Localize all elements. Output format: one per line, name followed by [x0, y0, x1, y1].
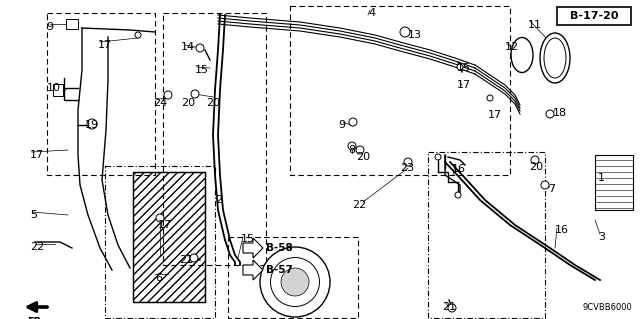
Text: B-17-20: B-17-20: [570, 11, 618, 21]
Text: 18: 18: [553, 108, 567, 118]
Bar: [163, 13, 266, 265]
Text: 7: 7: [548, 184, 555, 194]
FancyBboxPatch shape: [557, 7, 631, 25]
Text: 20: 20: [206, 98, 220, 108]
Ellipse shape: [540, 33, 570, 83]
Circle shape: [260, 247, 330, 317]
Text: 21: 21: [442, 302, 456, 312]
Text: 20: 20: [181, 98, 195, 108]
Polygon shape: [243, 260, 263, 280]
Circle shape: [457, 64, 463, 70]
Bar: [228, 237, 358, 318]
Text: 8: 8: [348, 145, 355, 155]
Text: 9: 9: [46, 22, 53, 32]
Text: 23: 23: [400, 163, 414, 173]
Text: 21: 21: [179, 255, 193, 265]
Polygon shape: [243, 238, 263, 258]
Circle shape: [281, 268, 309, 296]
Text: 17: 17: [457, 80, 471, 90]
Bar: [47, 13, 155, 175]
Text: 4: 4: [368, 8, 375, 18]
Text: 22: 22: [352, 200, 366, 210]
Text: 10: 10: [47, 83, 61, 93]
Text: 20: 20: [529, 162, 543, 172]
Bar: [53, 84, 63, 96]
Bar: [133, 172, 205, 302]
Text: 16: 16: [452, 164, 466, 174]
Circle shape: [349, 118, 357, 126]
Circle shape: [191, 90, 199, 98]
Text: 15: 15: [195, 65, 209, 75]
Text: 19: 19: [85, 120, 99, 130]
Circle shape: [356, 146, 364, 154]
Circle shape: [435, 154, 441, 160]
Text: 22: 22: [30, 242, 44, 252]
Text: 6: 6: [155, 273, 162, 283]
Text: 1: 1: [598, 173, 605, 183]
Text: 13: 13: [408, 30, 422, 40]
Text: 12: 12: [505, 42, 519, 52]
Circle shape: [190, 254, 198, 262]
Bar: [133, 172, 205, 302]
Circle shape: [455, 192, 461, 198]
Text: 20: 20: [356, 152, 370, 162]
Text: 15: 15: [241, 234, 255, 244]
Text: 2: 2: [215, 195, 222, 205]
Ellipse shape: [544, 38, 566, 78]
Circle shape: [271, 257, 319, 307]
Circle shape: [156, 214, 164, 222]
Text: 17: 17: [158, 220, 172, 230]
Circle shape: [541, 181, 549, 189]
Text: 17: 17: [488, 110, 502, 120]
Text: 9: 9: [338, 120, 345, 130]
Text: 3: 3: [598, 232, 605, 242]
Circle shape: [448, 304, 456, 312]
Circle shape: [135, 32, 141, 38]
Text: 24: 24: [153, 98, 167, 108]
Text: B-57: B-57: [266, 265, 293, 275]
Text: 17: 17: [98, 40, 112, 50]
Circle shape: [531, 156, 539, 164]
Text: 15: 15: [457, 63, 471, 73]
Bar: [105, 166, 215, 318]
Text: 11: 11: [528, 20, 542, 30]
Text: 16: 16: [555, 225, 569, 235]
Text: 5: 5: [30, 210, 37, 220]
Bar: [428, 152, 545, 318]
Circle shape: [348, 142, 356, 150]
Circle shape: [87, 119, 97, 129]
Text: 17: 17: [30, 150, 44, 160]
Circle shape: [404, 158, 412, 166]
Circle shape: [546, 110, 554, 118]
Circle shape: [196, 44, 204, 52]
Text: FR.: FR.: [27, 317, 45, 319]
Circle shape: [487, 95, 493, 101]
Ellipse shape: [511, 38, 533, 72]
Bar: [595, 155, 633, 210]
Text: 9CVBB6000: 9CVBB6000: [582, 303, 632, 312]
Text: B-58: B-58: [266, 243, 292, 253]
Text: 14: 14: [181, 42, 195, 52]
Bar: [66, 19, 78, 29]
Circle shape: [400, 27, 410, 37]
Bar: [290, 6, 510, 175]
Circle shape: [164, 91, 172, 99]
